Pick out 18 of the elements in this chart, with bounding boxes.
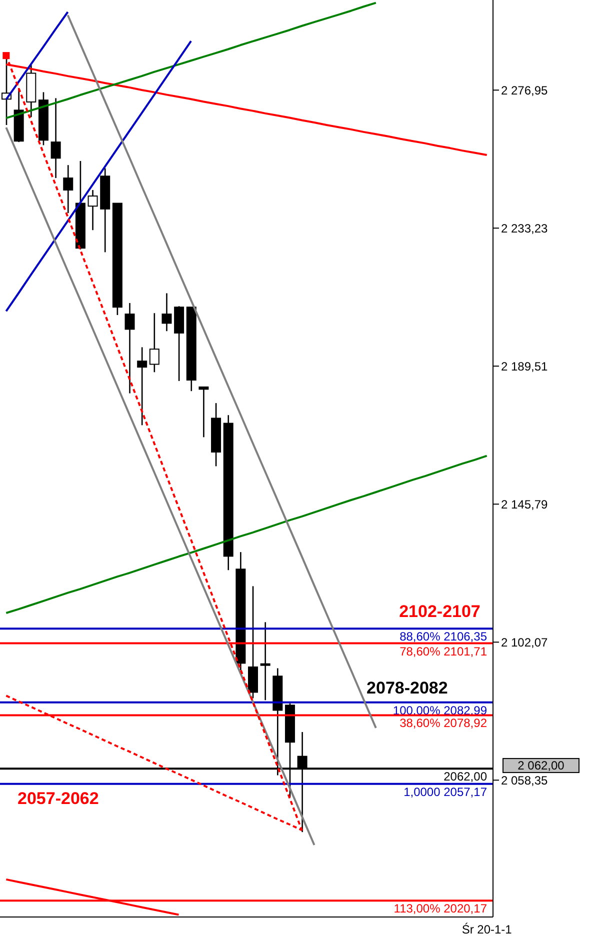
y-tick-label: 2 058,35 [501,773,548,788]
y-tick-label: 2 189,51 [501,359,548,374]
ref-line-label: 38,60% 2078,92 [400,716,488,730]
ref-line-label: 88,60% 2106,35 [400,630,488,644]
text: 2 062,00 [518,758,565,773]
x-tick-label: Śr 20-1-1 [462,922,512,937]
ref-line-label: 2062,00 [444,770,488,784]
y-tick-label: 2 102,07 [501,635,548,650]
y-tick-label: 2 276,95 [501,83,548,98]
y-tick-label: 2 145,79 [501,497,548,512]
y-tick-label: 2 233,23 [501,221,548,236]
ref-line-label: 113,00% 2020,17 [394,902,488,916]
ref-line-label: 78,60% 2101,71 [400,644,488,658]
annotation: 2102-2107 [399,602,480,622]
ref-line-label: 1,0000 2057,17 [404,784,488,799]
annotation: 2057-2062 [18,789,99,808]
annotation: 2078-2082 [366,678,448,698]
ref-line-label: 100,00% 2082,99 [392,703,488,718]
